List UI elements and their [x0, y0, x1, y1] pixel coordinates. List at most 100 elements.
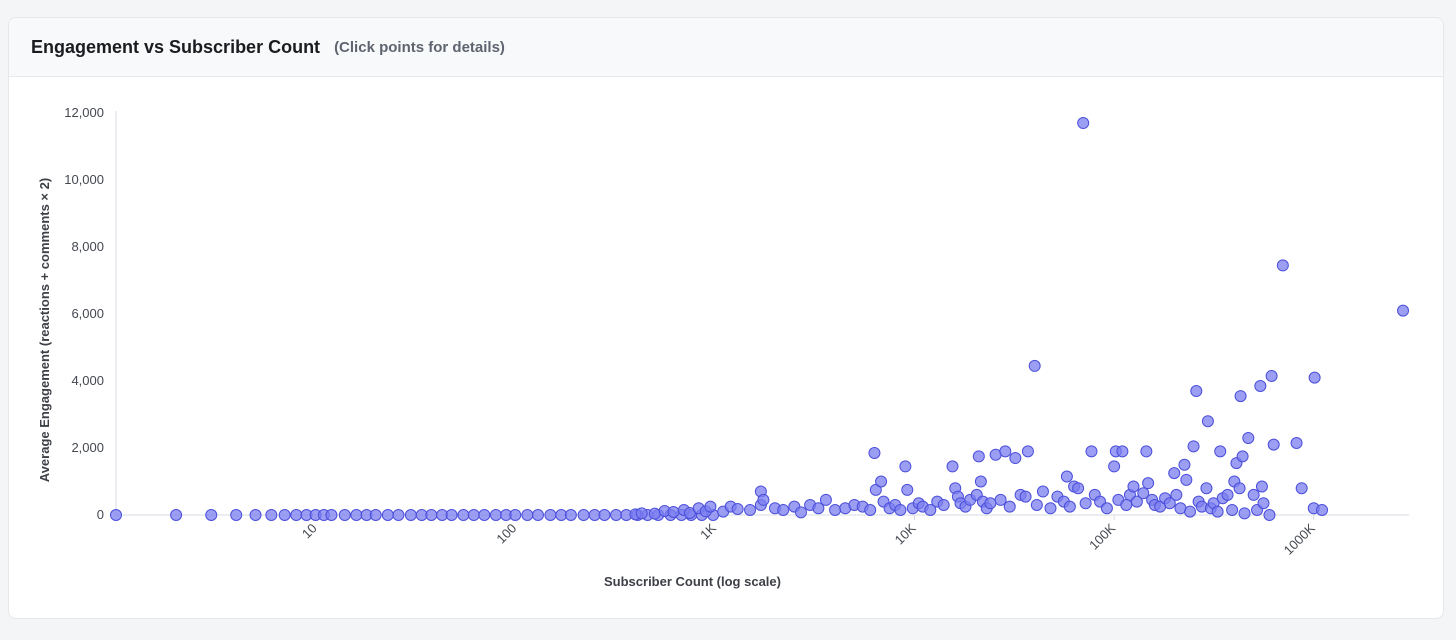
data-point[interactable]: [278, 509, 291, 521]
data-point[interactable]: [868, 447, 881, 460]
data-point[interactable]: [392, 509, 405, 521]
data-point[interactable]: [1316, 503, 1329, 516]
data-point[interactable]: [1257, 497, 1270, 510]
data-point[interactable]: [1137, 487, 1150, 500]
data-point[interactable]: [338, 509, 351, 521]
data-point[interactable]: [819, 493, 832, 506]
data-point[interactable]: [829, 503, 842, 516]
data-point[interactable]: [1116, 445, 1129, 458]
data-point[interactable]: [1036, 485, 1049, 498]
data-point[interactable]: [249, 509, 262, 521]
data-point[interactable]: [984, 497, 997, 510]
data-point[interactable]: [946, 460, 959, 473]
data-point[interactable]: [564, 509, 577, 521]
data-point[interactable]: [1295, 482, 1308, 495]
data-point[interactable]: [1236, 450, 1249, 463]
data-point[interactable]: [1108, 460, 1121, 473]
data-point[interactable]: [777, 503, 790, 516]
data-point[interactable]: [901, 483, 914, 496]
data-point[interactable]: [290, 509, 303, 521]
data-point[interactable]: [265, 509, 278, 521]
data-point[interactable]: [648, 507, 661, 520]
data-point[interactable]: [974, 475, 987, 488]
data-point[interactable]: [1263, 509, 1276, 521]
data-point[interactable]: [521, 509, 534, 521]
data-point[interactable]: [1140, 445, 1153, 458]
data-point[interactable]: [924, 503, 937, 516]
data-point[interactable]: [1234, 390, 1247, 403]
data-point[interactable]: [1226, 503, 1239, 516]
data-point[interactable]: [445, 509, 458, 521]
data-point[interactable]: [1242, 431, 1255, 444]
data-point[interactable]: [1028, 359, 1041, 372]
data-point[interactable]: [875, 475, 888, 488]
data-point[interactable]: [1170, 488, 1183, 501]
data-point[interactable]: [1077, 117, 1090, 130]
data-point[interactable]: [457, 509, 470, 521]
data-point[interactable]: [610, 509, 623, 521]
data-point[interactable]: [1130, 495, 1143, 508]
data-point[interactable]: [1079, 497, 1092, 510]
data-point[interactable]: [230, 509, 243, 521]
data-point[interactable]: [1187, 440, 1200, 453]
data-point[interactable]: [1265, 369, 1278, 382]
data-point[interactable]: [1255, 480, 1268, 493]
data-point[interactable]: [404, 509, 417, 521]
data-point[interactable]: [1142, 477, 1155, 490]
data-point[interactable]: [1009, 452, 1022, 465]
data-point[interactable]: [1063, 500, 1076, 513]
data-point[interactable]: [598, 509, 611, 521]
data-point[interactable]: [937, 498, 950, 511]
data-point[interactable]: [999, 445, 1012, 458]
data-point[interactable]: [1180, 473, 1193, 486]
data-point[interactable]: [170, 509, 183, 521]
data-point[interactable]: [635, 507, 648, 520]
data-point[interactable]: [1044, 502, 1057, 515]
data-point[interactable]: [994, 493, 1007, 506]
data-point[interactable]: [899, 460, 912, 473]
data-point[interactable]: [1233, 482, 1246, 495]
data-point[interactable]: [667, 505, 680, 518]
data-point[interactable]: [1072, 482, 1085, 495]
data-point[interactable]: [110, 509, 122, 521]
data-point[interactable]: [425, 509, 438, 521]
data-point[interactable]: [1085, 445, 1098, 458]
data-point[interactable]: [1184, 505, 1197, 518]
data-point[interactable]: [1267, 438, 1280, 451]
data-point[interactable]: [731, 502, 744, 515]
data-point[interactable]: [812, 502, 825, 515]
data-point[interactable]: [757, 493, 770, 506]
data-point[interactable]: [350, 509, 363, 521]
data-point[interactable]: [1201, 415, 1214, 428]
data-point[interactable]: [531, 509, 544, 521]
data-point[interactable]: [894, 503, 907, 516]
data-point[interactable]: [205, 509, 218, 521]
data-point[interactable]: [972, 450, 985, 463]
data-point[interactable]: [1200, 482, 1213, 495]
data-point[interactable]: [1178, 458, 1191, 471]
data-point[interactable]: [1397, 304, 1410, 317]
data-point[interactable]: [1276, 259, 1289, 272]
data-point[interactable]: [1060, 470, 1073, 483]
data-point[interactable]: [1221, 488, 1234, 501]
data-point[interactable]: [794, 506, 807, 519]
data-point[interactable]: [1163, 497, 1176, 510]
data-point[interactable]: [1190, 385, 1203, 398]
data-point[interactable]: [577, 509, 590, 521]
data-point[interactable]: [544, 509, 557, 521]
data-point[interactable]: [1100, 502, 1113, 515]
data-point[interactable]: [1021, 445, 1034, 458]
data-point[interactable]: [1247, 488, 1260, 501]
data-point[interactable]: [1003, 500, 1016, 513]
data-point[interactable]: [1120, 498, 1133, 511]
data-point[interactable]: [1308, 371, 1321, 384]
data-point[interactable]: [1211, 505, 1224, 518]
data-point[interactable]: [1214, 445, 1227, 458]
data-point[interactable]: [381, 509, 394, 521]
data-point[interactable]: [1030, 498, 1043, 511]
data-point[interactable]: [369, 509, 382, 521]
data-point[interactable]: [744, 503, 757, 516]
data-point[interactable]: [704, 500, 717, 513]
data-point[interactable]: [467, 509, 480, 521]
data-point[interactable]: [325, 509, 338, 521]
